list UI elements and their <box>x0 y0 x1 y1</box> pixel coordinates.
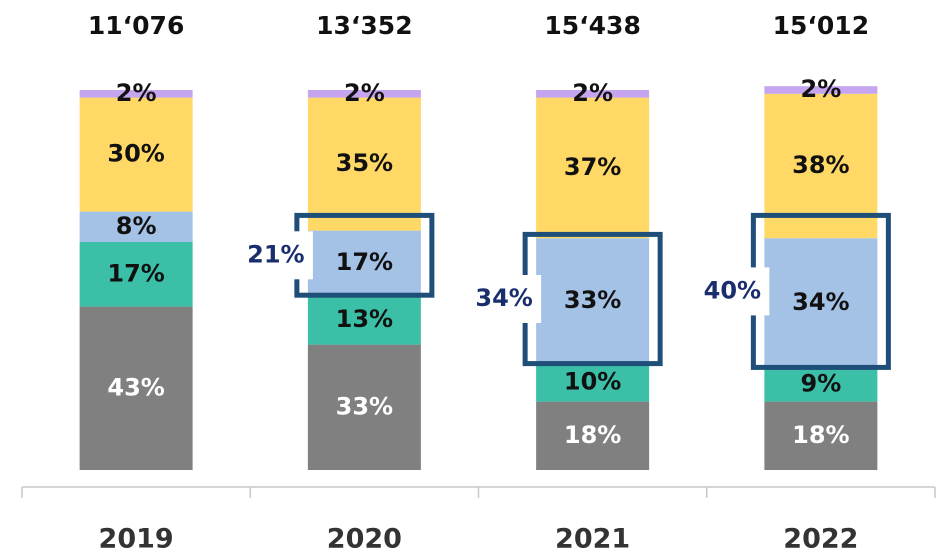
bar-segment <box>307 97 421 231</box>
bar-segment <box>536 238 650 364</box>
data-label: 43% <box>107 373 164 401</box>
annotation-bg <box>466 275 542 323</box>
bar-segment <box>764 86 878 94</box>
data-label: 8% <box>116 212 157 240</box>
data-label: 17% <box>107 259 164 287</box>
bar-segment <box>307 344 421 470</box>
data-label: 18% <box>564 421 621 449</box>
data-label: 2% <box>572 79 613 107</box>
annotation-label: 40% <box>704 276 761 304</box>
x-tick-label: 2021 <box>555 524 630 555</box>
data-label: 38% <box>792 151 849 179</box>
data-label: 18% <box>792 421 849 449</box>
bar-segment <box>536 90 650 98</box>
data-label: 17% <box>336 248 393 276</box>
data-label: 2% <box>801 75 842 103</box>
total-label: 15‘438 <box>544 11 640 40</box>
annotation-bg <box>237 231 313 280</box>
bar-segment <box>79 306 193 470</box>
data-label: 9% <box>801 370 842 398</box>
data-label: 10% <box>564 368 621 396</box>
bar-segment <box>536 401 650 470</box>
bar-segment <box>307 295 421 345</box>
bar-segment <box>79 97 193 212</box>
annotation-label: 34% <box>475 284 532 312</box>
bar-segment <box>307 90 421 98</box>
bar-segment <box>764 367 878 402</box>
data-label: 30% <box>107 140 164 168</box>
data-label: 37% <box>564 153 621 181</box>
annotation-bg <box>694 267 770 316</box>
data-label: 13% <box>336 305 393 333</box>
total-label: 11‘076 <box>88 11 184 40</box>
bar-segment <box>79 90 193 98</box>
bar-segment <box>764 401 878 470</box>
data-label: 2% <box>344 79 385 107</box>
x-tick-label: 2022 <box>783 524 858 555</box>
bar-segment <box>536 97 650 239</box>
bar-segment <box>764 238 878 368</box>
data-label: 34% <box>792 288 849 316</box>
bar-segment <box>79 242 193 307</box>
x-tick-label: 2019 <box>99 524 174 555</box>
data-label: 33% <box>564 286 621 314</box>
x-tick-label: 2020 <box>327 524 402 555</box>
total-label: 13‘352 <box>316 11 412 40</box>
bar-segment <box>307 230 421 296</box>
annotation-label: 21% <box>247 240 304 268</box>
data-label: 2% <box>116 79 157 107</box>
bar-segment <box>536 363 650 402</box>
data-label: 33% <box>336 392 393 420</box>
bar-segment <box>79 211 193 242</box>
data-label: 35% <box>336 149 393 177</box>
total-label: 15‘012 <box>773 11 869 40</box>
